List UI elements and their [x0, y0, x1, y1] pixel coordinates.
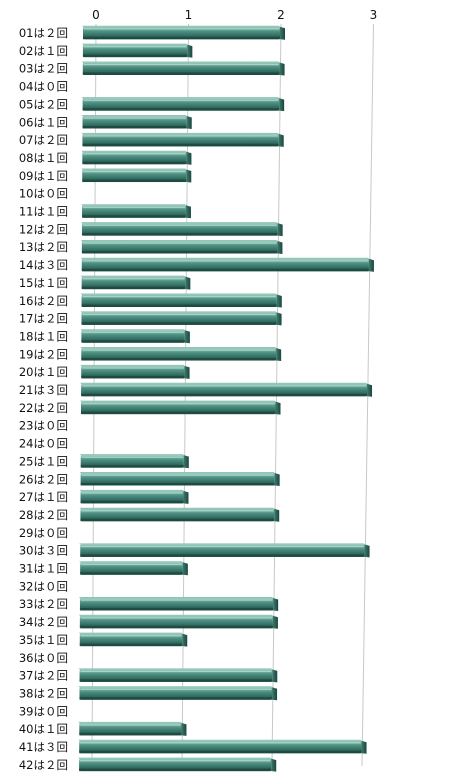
bar: [80, 311, 282, 326]
category-label: 09は１回: [19, 169, 68, 183]
category-label: 14は３回: [19, 258, 68, 272]
bar: [80, 347, 282, 362]
category-label: 12は２回: [19, 222, 68, 236]
bar: [79, 543, 370, 558]
category-label: 13は２回: [19, 240, 68, 254]
category-label: 31は１回: [19, 562, 68, 576]
category-label: 01は２回: [19, 26, 68, 40]
category-label: 33は２回: [19, 597, 68, 611]
category-label: 17は２回: [19, 312, 68, 326]
category-label: 36は０回: [19, 651, 68, 665]
category-label: 28は２回: [19, 508, 68, 522]
bar: [81, 132, 284, 147]
bar: [79, 489, 189, 504]
category-label: 41は３回: [19, 740, 68, 754]
bar: [80, 364, 190, 379]
category-label: 30は３回: [19, 544, 68, 558]
category-label: 07は２回: [19, 133, 68, 147]
x-tick-label-1: 1: [185, 8, 193, 22]
bar: [80, 293, 282, 308]
bar: [80, 400, 281, 415]
category-label: 06は１回: [19, 115, 68, 129]
bars: [78, 25, 374, 772]
x-tick-label-0: 0: [92, 8, 100, 22]
category-label: 24は０回: [19, 437, 68, 451]
bar: [78, 614, 278, 629]
category-label: 38は２回: [19, 686, 68, 700]
category-label: 23は０回: [19, 419, 68, 433]
category-label: 16は２回: [19, 294, 68, 308]
category-label: 27は１回: [19, 490, 68, 504]
bar: [79, 507, 280, 522]
bar: [81, 150, 192, 165]
bar: [78, 668, 278, 683]
x-axis-ticks: 0 1 2 3: [92, 8, 377, 22]
bar: [81, 43, 193, 58]
x-tick-label-3: 3: [370, 8, 378, 22]
category-label: 20は１回: [19, 365, 68, 379]
category-label: 15は１回: [19, 276, 68, 290]
category-label: 08は１回: [19, 151, 68, 165]
bar: [78, 686, 278, 701]
bar: [79, 561, 188, 576]
category-label: 42は２回: [19, 758, 68, 772]
bar: [80, 382, 373, 397]
category-label: 34は２回: [19, 615, 68, 629]
category-label: 35は１回: [19, 633, 68, 647]
category-label: 29は０回: [19, 526, 68, 540]
category-label: 22は２回: [19, 401, 68, 415]
bar: [81, 97, 285, 112]
category-label: 10は０回: [19, 187, 68, 201]
bar: [80, 257, 374, 272]
bar: [80, 329, 190, 344]
category-label: 19は２回: [19, 347, 68, 361]
bar: [78, 757, 277, 772]
category-label: 25は１回: [19, 454, 68, 468]
bar: [80, 275, 191, 290]
category-labels: 01は２回 02は１回 03は２回 04は０回 05は２回 06は１回 07は２回 08は１回…: [19, 26, 68, 772]
bar: [81, 204, 191, 219]
category-label: 40は１回: [19, 722, 68, 736]
bar: [80, 222, 283, 237]
category-label: 32は０回: [19, 579, 68, 593]
bar: [79, 454, 189, 469]
category-label: 04は０回: [19, 80, 68, 94]
category-label: 21は３回: [19, 383, 68, 397]
bar: [80, 239, 283, 254]
bar: [78, 721, 187, 736]
category-label: 39は０回: [19, 704, 68, 718]
bar: [82, 25, 285, 40]
bar: [81, 168, 192, 183]
bar: [78, 632, 188, 647]
bar: [81, 115, 192, 129]
category-label: 05は２回: [19, 97, 68, 111]
category-label: 03は２回: [19, 62, 68, 76]
x-tick-label-2: 2: [277, 8, 285, 22]
category-label: 26は２回: [19, 472, 68, 486]
category-label: 02は１回: [19, 44, 68, 58]
bar: [78, 739, 367, 754]
category-label: 37は２回: [19, 669, 68, 683]
bar: [81, 61, 285, 76]
category-label: 18は１回: [19, 329, 68, 343]
category-label: 11は１回: [19, 205, 68, 219]
bar: [78, 596, 279, 611]
bar: [79, 472, 280, 486]
